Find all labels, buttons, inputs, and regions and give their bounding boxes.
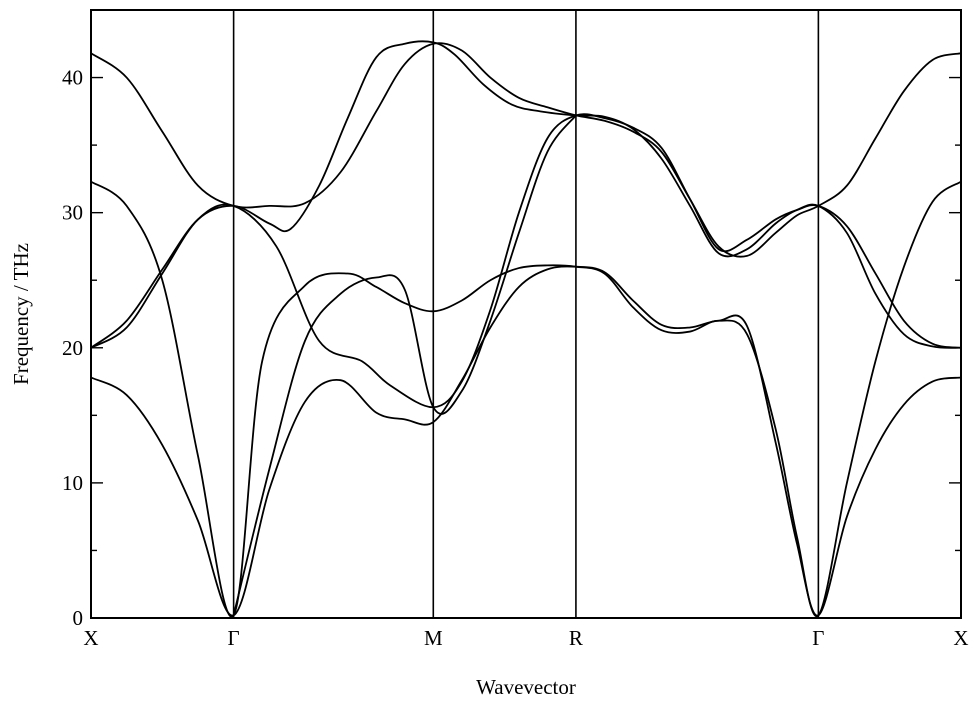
x-axis-title: Wavevector: [476, 675, 576, 699]
x-tick-label: Γ: [228, 626, 240, 650]
x-tick-label: X: [83, 626, 98, 650]
band-5: [90, 42, 962, 258]
x-tick-label: Γ: [812, 626, 824, 650]
y-tick-label: 10: [62, 471, 83, 495]
y-tick-label: 30: [62, 201, 83, 225]
y-axis-title: Frequency / THz: [9, 243, 33, 385]
phonon-bands: [90, 40, 962, 618]
band-2: [90, 180, 962, 618]
y-tick-label: 0: [73, 606, 84, 630]
band-1: [90, 265, 962, 617]
band-4: [90, 40, 962, 349]
band-6: [232, 114, 577, 617]
y-tick-label: 20: [62, 336, 83, 360]
band-3: [90, 113, 962, 409]
high-symmetry-lines: [232, 10, 820, 618]
y-tick-label: 40: [62, 66, 83, 90]
x-tick-label: M: [424, 626, 443, 650]
plot-frame: [90, 9, 962, 619]
x-tick-label: X: [953, 626, 968, 650]
y-axis-ticks: 0 10 20 30 40: [62, 66, 961, 630]
x-tick-label: R: [569, 626, 583, 650]
